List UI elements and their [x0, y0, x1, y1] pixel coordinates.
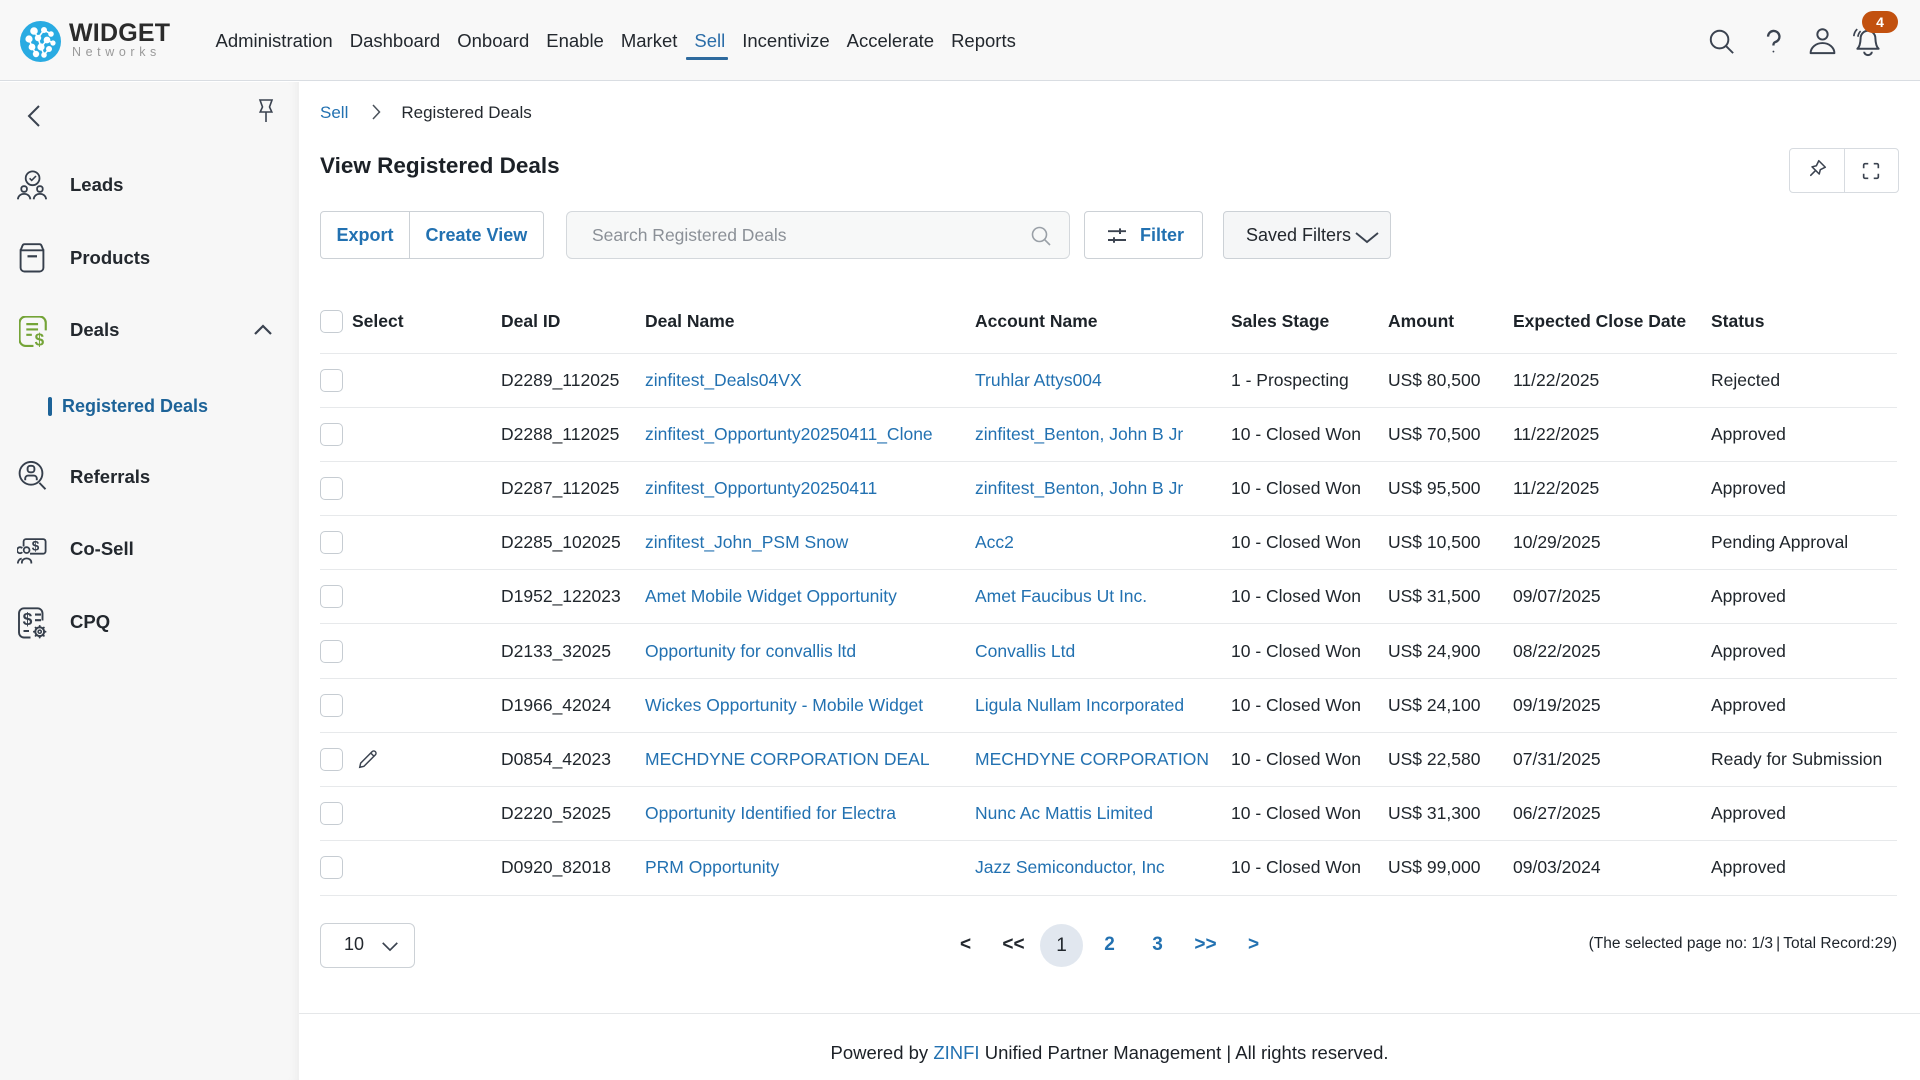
svg-text:$: $: [22, 609, 32, 629]
svg-text:$: $: [35, 331, 45, 347]
svg-text:$: $: [32, 538, 40, 553]
